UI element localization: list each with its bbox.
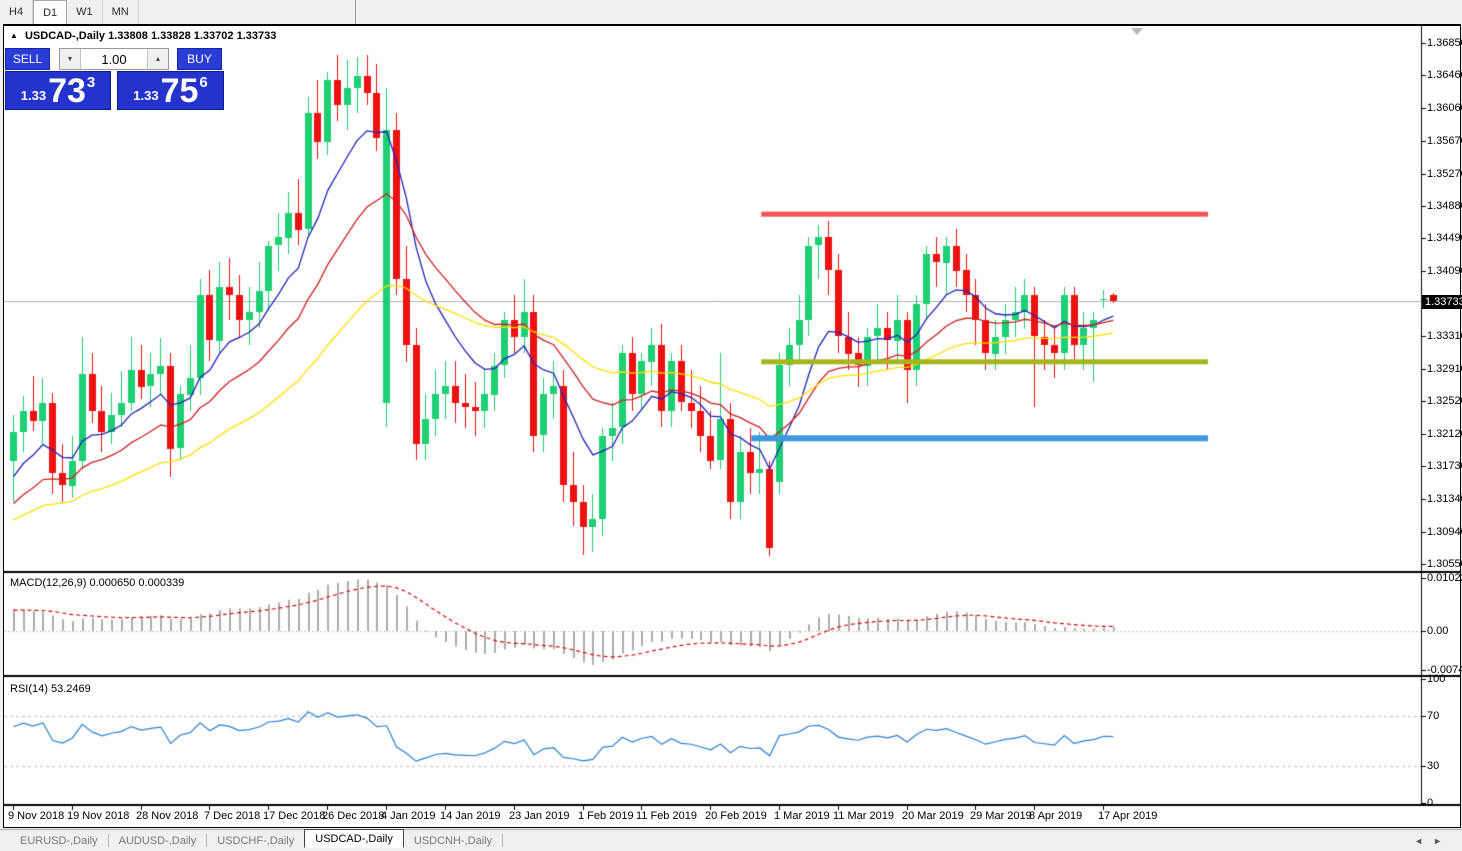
rsi-axis-label: 0 — [1427, 797, 1434, 809]
tab-separator — [206, 834, 208, 847]
macd-label: MACD(12,26,9) 0.000650 0.000339 — [10, 577, 185, 589]
rsi-axis-label: 70 — [1427, 710, 1440, 722]
chart-window: ▲ USDCAD-,Daily 1.33808 1.33828 1.33702 … — [3, 24, 1462, 828]
price-axis-label: 1.36850 — [1427, 37, 1462, 49]
date-axis-label: 17 Apr 2019 — [1098, 810, 1158, 822]
date-axis-label: 9 Nov 2018 — [8, 810, 65, 822]
buy-price-pips: 75 — [160, 72, 199, 110]
scroll-right-icon: ► — [1433, 835, 1452, 846]
date-axis-label: 20 Mar 2019 — [902, 810, 964, 822]
price-axis-label: 1.34880 — [1427, 200, 1462, 212]
chart-canvas[interactable] — [4, 26, 1460, 828]
price-axis-label: 1.34090 — [1427, 265, 1462, 277]
sell-price-panel[interactable]: 1.33 73 3 — [5, 71, 111, 110]
timeframe-bar: H4 D1 W1 MN — [0, 0, 1462, 24]
symbol-tab-eurusd[interactable]: EURUSD-,Daily — [20, 834, 98, 847]
date-axis-label: 29 Mar 2019 — [970, 810, 1032, 822]
timeframe-tab-w1[interactable]: W1 — [67, 0, 103, 24]
price-axis-label: 1.35270 — [1427, 168, 1462, 180]
volume-input[interactable] — [81, 49, 147, 69]
price-axis-label: 1.36460 — [1427, 69, 1462, 81]
tab-scroll-arrows[interactable]: ◄► — [1414, 836, 1452, 846]
date-axis-label: 17 Dec 2018 — [263, 810, 326, 822]
timeframe-tab-d1[interactable]: D1 — [33, 0, 68, 24]
date-axis-label: 20 Feb 2019 — [705, 810, 767, 822]
price-axis-label: 1.35670 — [1427, 135, 1462, 147]
date-axis-label: 26 Dec 2018 — [322, 810, 385, 822]
date-axis-label: 19 Nov 2018 — [67, 810, 130, 822]
tab-separator — [107, 834, 109, 847]
price-axis-label: 1.32120 — [1427, 428, 1462, 440]
date-axis-label: 23 Jan 2019 — [509, 810, 570, 822]
date-axis-label: 11 Feb 2019 — [636, 810, 697, 822]
date-axis-label: 8 Apr 2019 — [1029, 810, 1083, 822]
buy-price-panel[interactable]: 1.33 75 6 — [117, 71, 224, 110]
chart-shift-marker-icon[interactable] — [1131, 28, 1143, 35]
date-axis-label: 7 Dec 2018 — [204, 810, 261, 822]
sell-price-handle: 1.33 — [20, 88, 47, 103]
price-axis-label: 1.32910 — [1427, 363, 1462, 375]
price-axis-label: 1.36060 — [1427, 102, 1462, 114]
macd-axis-label: 0.010229 — [1427, 572, 1462, 584]
toolbar-divider — [354, 0, 356, 24]
chart-ohlc-readout: 1.33808 1.33828 1.33702 1.33733 — [108, 30, 277, 42]
price-axis-label: 1.34490 — [1427, 232, 1462, 244]
price-axis-label: 1.32520 — [1427, 395, 1462, 407]
buy-button[interactable]: BUY — [177, 48, 222, 70]
sell-price-pips: 73 — [48, 72, 86, 110]
macd-axis-label: -0.007477 — [1427, 664, 1462, 676]
buy-price-handle: 1.33 — [133, 88, 159, 103]
one-click-collapse-icon[interactable]: ▲ — [10, 31, 18, 40]
scroll-left-icon: ◄ — [1414, 835, 1434, 846]
price-axis-label: 1.30940 — [1427, 526, 1462, 538]
price-axis-label: 1.30550 — [1427, 558, 1462, 570]
rsi-axis-label: 100 — [1427, 673, 1446, 685]
price-axis-label: 1.31730 — [1427, 460, 1462, 472]
sell-button[interactable]: SELL — [5, 48, 50, 70]
chart-title: ▲ USDCAD-,Daily 1.33808 1.33828 1.33702 … — [10, 30, 276, 42]
rsi-label: RSI(14) 53.2469 — [10, 683, 91, 695]
date-axis-label: 11 Mar 2019 — [833, 810, 894, 822]
rsi-axis-label: 30 — [1427, 760, 1440, 772]
date-axis-label: 1 Feb 2019 — [578, 810, 634, 822]
symbol-tab-usdchf[interactable]: USDCHF-,Daily — [217, 834, 295, 847]
symbol-tab-bar: EURUSD-,Daily AUDUSD-,Daily USDCHF-,Dail… — [0, 829, 1462, 851]
date-axis-label: 14 Jan 2019 — [440, 810, 501, 822]
tab-separator — [502, 834, 504, 847]
symbol-tab-audusd[interactable]: AUDUSD-,Daily — [118, 834, 197, 847]
date-axis-label: 28 Nov 2018 — [136, 810, 199, 822]
current-price-tag: 1.33733 — [1422, 295, 1462, 309]
sell-price-point: 3 — [86, 74, 96, 91]
volume-increase-button[interactable]: ▲ — [147, 49, 168, 69]
timeframe-tab-h4[interactable]: H4 — [0, 0, 34, 24]
volume-stepper: ▼ ▲ — [59, 48, 169, 70]
date-axis-label: 4 Jan 2019 — [381, 810, 436, 822]
symbol-tab-usdcnh[interactable]: USDCNH-,Daily — [413, 834, 493, 847]
date-axis-label: 1 Mar 2019 — [774, 810, 830, 822]
timeframe-tab-mn[interactable]: MN — [103, 0, 139, 24]
chart-symbol-period: USDCAD-,Daily — [24, 30, 106, 42]
volume-decrease-button[interactable]: ▼ — [60, 49, 81, 69]
price-axis-label: 1.31340 — [1427, 493, 1462, 505]
macd-axis-label: 0.00 — [1427, 625, 1449, 637]
buy-price-point: 6 — [199, 74, 208, 91]
price-axis-label: 1.33310 — [1427, 330, 1462, 342]
symbol-tab-usdcad[interactable]: USDCAD-,Daily — [304, 829, 404, 848]
